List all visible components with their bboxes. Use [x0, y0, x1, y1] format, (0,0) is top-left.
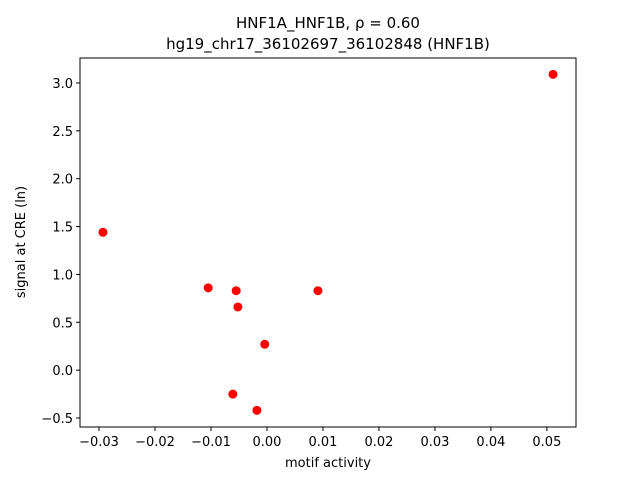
x-tick-label: 0.02	[364, 435, 393, 450]
x-tick-label: 0.04	[476, 435, 505, 450]
x-tick-label: 0.00	[253, 435, 282, 450]
plot-frame	[79, 57, 577, 428]
point	[98, 227, 108, 237]
y-tick-label: 3.0	[52, 77, 73, 92]
x-axis-label: motif activity	[285, 456, 371, 471]
x-tick-label: 0.03	[420, 435, 449, 450]
x-tick-label: 0.05	[532, 435, 561, 450]
y-tick-label: 1.0	[52, 268, 73, 283]
x-tick-label: 0.01	[308, 435, 337, 450]
y-tick-label: 2.0	[52, 173, 73, 188]
y-tick-label: −0.5	[41, 412, 73, 427]
point	[228, 389, 238, 399]
x-tick-label: −0.02	[135, 435, 175, 450]
chart-subtitle: hg19_chr17_36102697_36102848 (HNF1B)	[166, 35, 490, 54]
point	[260, 339, 270, 349]
y-axis-label: signal at CRE (ln)	[14, 186, 29, 298]
point	[313, 286, 323, 296]
point	[548, 69, 558, 79]
y-tick-label: 0.0	[52, 364, 73, 379]
point	[233, 302, 243, 312]
point	[231, 286, 241, 296]
x-tick-label: −0.01	[191, 435, 231, 450]
point	[252, 405, 262, 415]
y-tick-label: 1.5	[52, 221, 73, 236]
y-tick-label: 0.5	[52, 316, 73, 331]
y-tick-label: 2.5	[52, 125, 73, 140]
point	[203, 283, 213, 293]
chart-title: HNF1A_HNF1B, ρ = 0.60	[236, 14, 420, 33]
x-tick-label: −0.03	[79, 435, 119, 450]
